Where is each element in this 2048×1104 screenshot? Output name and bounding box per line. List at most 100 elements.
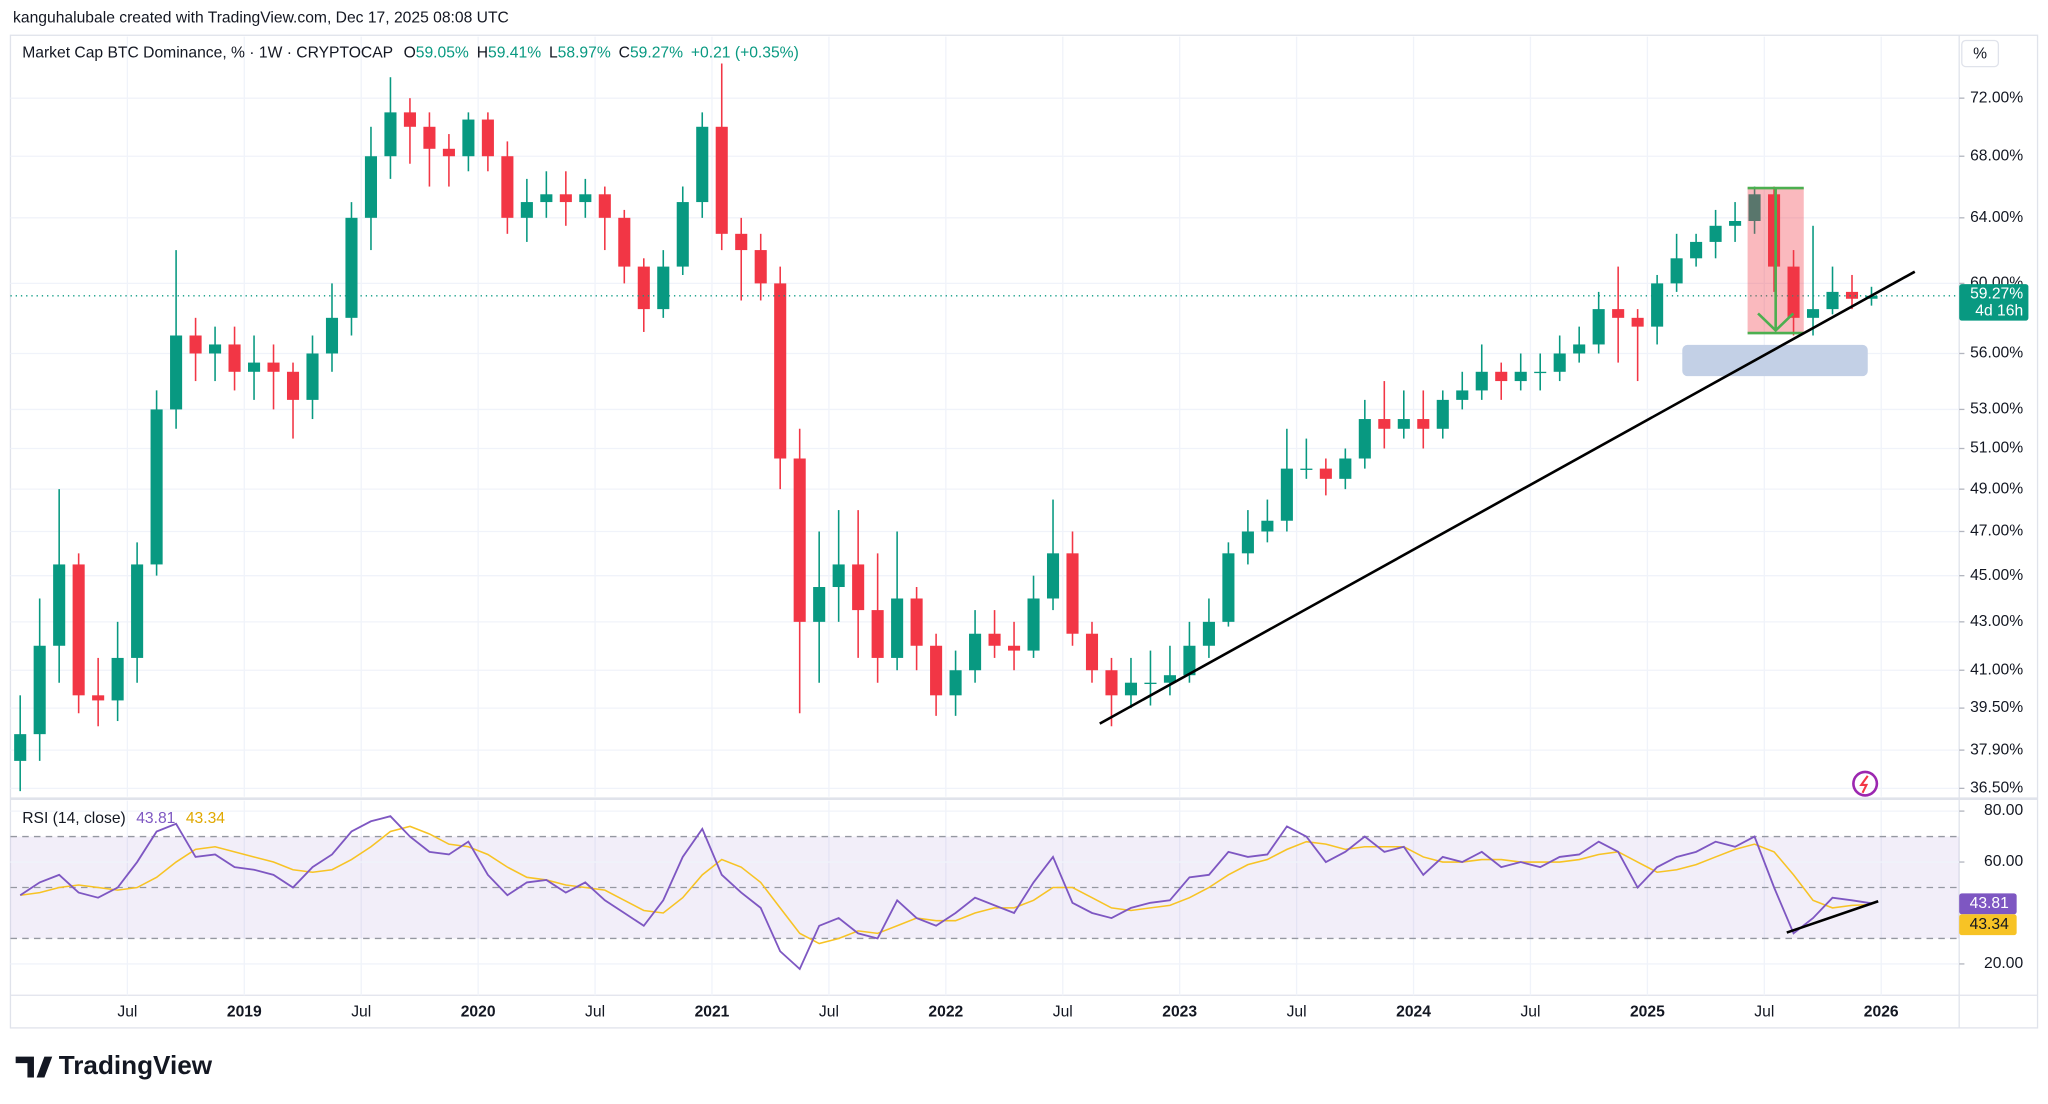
x-tick-label: Jul [1520, 1003, 1540, 1020]
candle-body [852, 564, 865, 611]
candle-body [1612, 309, 1625, 318]
x-tick-label: 2019 [227, 1003, 262, 1020]
x-tick-label: Jul [1053, 1003, 1073, 1020]
candle-body [1300, 468, 1313, 470]
candle-body [1787, 266, 1800, 318]
ohlc-value: 58.97% [558, 45, 611, 62]
candle-body [403, 112, 416, 127]
scale-unit-box [1961, 39, 2000, 68]
y-tick-label: 39.50% [1970, 699, 2023, 716]
countdown: 4d 16h [1975, 303, 2023, 320]
trend-line [1099, 270, 1916, 725]
candle-body [1768, 194, 1781, 267]
candle-body [1514, 371, 1527, 382]
y-tick-label: 47.00% [1970, 523, 2023, 540]
plot-layer: Jul 2019 Jul 2020 Jul 2021 Jul 2022 Jul 2023 Jul 20… [10, 36, 2029, 1020]
candle-body [1358, 419, 1371, 459]
rsi-legend: RSI (14, close) 43.81 43.34 [22, 810, 225, 827]
candle-body [1845, 291, 1859, 299]
candle-body [1241, 531, 1254, 554]
x-tick-label: Jul [351, 1003, 371, 1020]
rsi-legend-value: 43.34 [186, 810, 225, 827]
x-tick-label: 2021 [695, 1003, 730, 1020]
candle-body [364, 156, 378, 218]
candle-body [1124, 682, 1138, 696]
candle-body [1709, 225, 1722, 242]
x-tick-label: Jul [1287, 1003, 1307, 1020]
y-tick-label: 80.00 [1984, 802, 2023, 819]
candle-body [1163, 675, 1176, 683]
candle-body [1806, 309, 1820, 318]
logo: TradingView [15, 1050, 213, 1080]
candle-body [1085, 633, 1099, 671]
candle-body [735, 233, 748, 251]
measure-arrowhead [1757, 312, 1795, 333]
candle-body [598, 194, 611, 218]
candle-body [520, 202, 533, 218]
candle-body [462, 119, 475, 157]
candle-body [1670, 258, 1683, 284]
candle-body [267, 362, 280, 372]
price-label-box [1959, 284, 2029, 321]
x-tick-label: Jul [819, 1003, 839, 1020]
candle-body [1397, 419, 1410, 429]
candle-body [579, 194, 592, 203]
y-tick-label: 56.00% [1970, 345, 2023, 362]
candle-body [1729, 221, 1742, 226]
candle-body [1748, 194, 1761, 222]
candle-body [14, 734, 27, 761]
rsi-value-box [1959, 893, 2017, 915]
y-tick-label: 36.50% [1970, 779, 2023, 796]
candle-body [930, 645, 943, 696]
x-tick-label: 2020 [461, 1003, 496, 1020]
y-tick-label: 37.90% [1970, 741, 2023, 758]
candle-body [559, 194, 572, 203]
scale-unit: % [1973, 45, 1987, 62]
x-tick-label: Jul [1754, 1003, 1774, 1020]
y-tick-label: 72.00% [1970, 89, 2023, 106]
x-tick-label: Jul [585, 1003, 605, 1020]
change: +0.21 (+0.35%) [691, 45, 799, 62]
candle-body [1456, 390, 1469, 400]
ohlc-key: O [404, 45, 416, 62]
x-tick-label: Jul [117, 1003, 137, 1020]
candle-body [1651, 283, 1664, 327]
rsi-value-label: 43.34 [1970, 916, 2009, 933]
candle-body [1690, 241, 1703, 259]
ohlc-value: 59.05% [416, 45, 469, 62]
alert-icon [1852, 770, 1879, 797]
candle-body [774, 283, 787, 459]
candle-body [1865, 295, 1878, 299]
candle-body [247, 362, 261, 372]
candle-body [813, 587, 826, 622]
candle-body [111, 657, 124, 701]
x-tick-label: 2022 [928, 1003, 963, 1020]
candle-body [53, 564, 66, 646]
ohlc-key: C [619, 45, 630, 62]
candle-body [1826, 291, 1839, 310]
candle-body [540, 194, 553, 203]
candle-body [306, 353, 319, 400]
x-tick-label: 2023 [1162, 1003, 1197, 1020]
measure-label-box [1682, 344, 1868, 377]
ohlc-key: H [477, 45, 488, 62]
y-tick-label: 60.00 [1984, 853, 2023, 870]
candle-body [325, 317, 339, 354]
y-tick-label: 51.00% [1970, 440, 2023, 457]
rsi-value-box [1959, 914, 2017, 936]
candle-body [150, 409, 163, 565]
candle-body [72, 564, 85, 696]
chart-title: Market Cap BTC Dominance, % · 1W · CRYPT… [22, 45, 393, 62]
candle-body [1378, 419, 1391, 429]
candle-body [92, 695, 105, 701]
y-tick-label: 20.00 [1984, 955, 2023, 972]
y-tick-label: 49.00% [1970, 480, 2023, 497]
rsi-value-label: 43.81 [1970, 895, 2009, 912]
candle-body [1592, 309, 1605, 345]
y-tick-label: 64.00% [1970, 209, 2023, 226]
candle-body [1144, 682, 1157, 685]
candle-body [871, 610, 884, 658]
candle-body [657, 266, 670, 310]
y-tick-label: 43.00% [1970, 613, 2023, 630]
